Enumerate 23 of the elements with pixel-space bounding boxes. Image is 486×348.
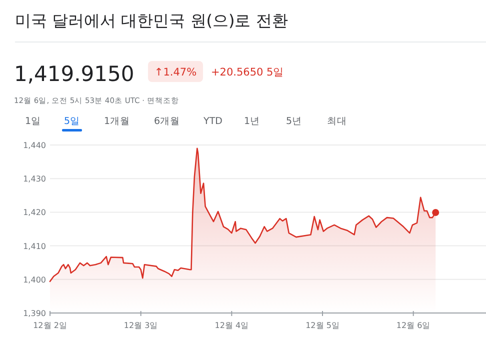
text: 5일 (64, 116, 80, 127)
y-tick-label: 1,410 (23, 242, 46, 251)
y-tick-label: 1,400 (23, 275, 46, 284)
y-tick-label: 1,440 (23, 141, 46, 150)
y-tick-label: 1,430 (23, 174, 46, 184)
x-tick-label: 12월 3일 (124, 321, 158, 330)
text: 6개월 (154, 116, 180, 127)
text: 5년 (286, 116, 302, 127)
y-tick-label: 1,390 (23, 309, 46, 318)
x-tick-label: 12월 5일 (306, 321, 340, 330)
text: 1,419.9150 (14, 62, 134, 86)
x-tick-label: 12월 2일 (33, 321, 67, 330)
x-tick-label: 12월 6일 (396, 321, 430, 330)
y-tick-label: 1,420 (23, 208, 46, 218)
text: ↑1.47% (154, 66, 197, 78)
title: 미국 달러에서 대한민국 원(으)로 전환 (15, 11, 288, 30)
text: 최대 (327, 116, 347, 127)
text: 1개월 (104, 116, 130, 127)
text: 1년 (244, 116, 260, 127)
text: 1일 (24, 116, 42, 127)
text: +20.5650 5일 (211, 66, 284, 78)
text: YTD (202, 116, 222, 127)
x-tick-label: 12월 4일 (214, 321, 249, 330)
